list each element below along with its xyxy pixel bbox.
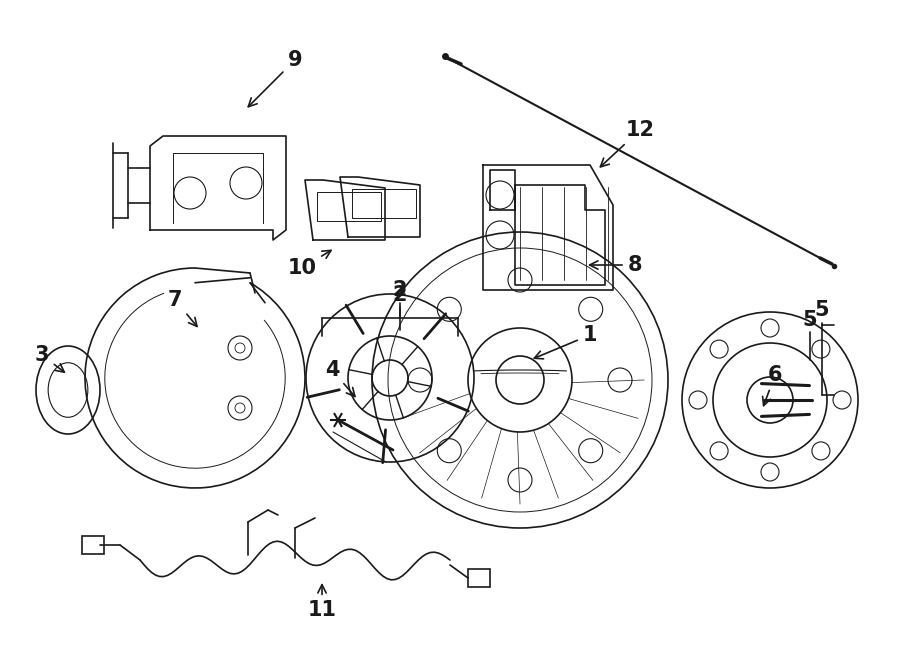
Text: 10: 10 [287, 251, 331, 278]
Text: 5: 5 [803, 310, 817, 330]
Bar [352, 189, 416, 217]
Bar [317, 192, 381, 221]
Text: 7: 7 [167, 290, 197, 327]
Text: 4: 4 [325, 360, 355, 397]
Text: 12: 12 [600, 120, 654, 167]
Text: 1: 1 [535, 325, 598, 359]
Bar [82, 536, 104, 554]
Text: 5: 5 [814, 300, 829, 320]
Bar [468, 569, 490, 587]
Text: 2: 2 [392, 285, 407, 305]
Text: 6: 6 [762, 365, 782, 406]
Text: 2: 2 [392, 280, 407, 300]
Text: 9: 9 [248, 50, 302, 106]
Text: 3: 3 [35, 345, 64, 372]
Text: 8: 8 [590, 255, 643, 275]
Text: 11: 11 [308, 584, 337, 620]
